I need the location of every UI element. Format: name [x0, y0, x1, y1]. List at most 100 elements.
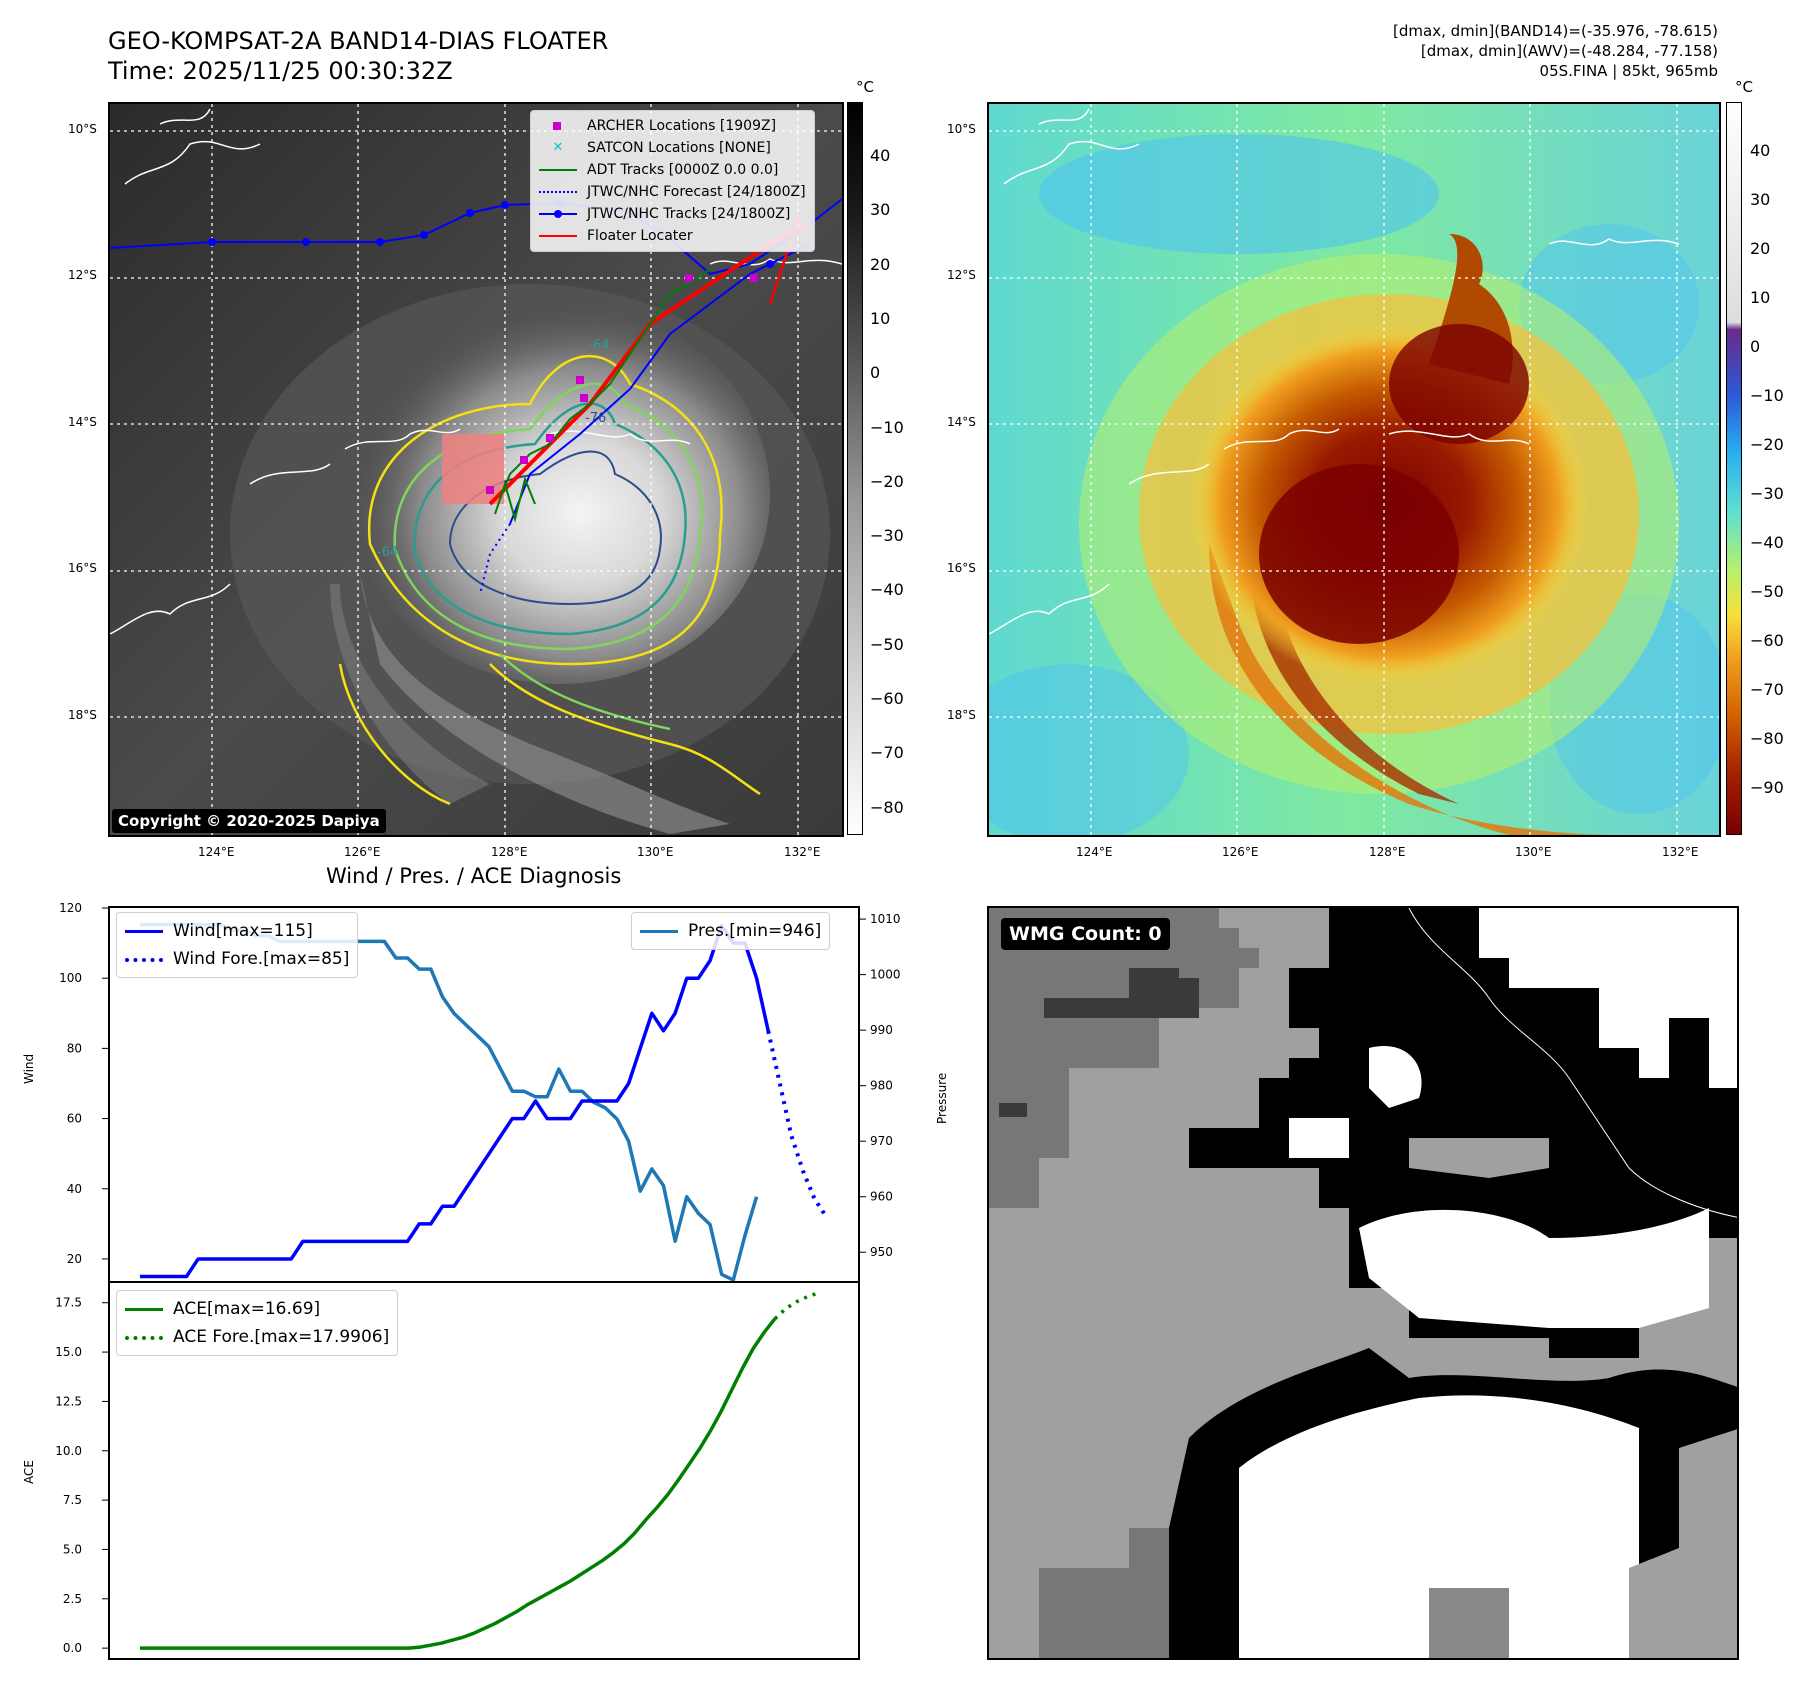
colorbar-tick-label: −50: [870, 634, 904, 654]
legend-item: JTWC/NHC Tracks [24/1800Z]: [537, 203, 806, 225]
colorbar-tick-label: −70: [870, 743, 904, 763]
legend-label: Wind Fore.[max=85]: [173, 949, 350, 969]
contour-label: -76: [585, 411, 606, 426]
lat-label: 12°S: [68, 268, 97, 282]
legend-item: Wind[max=115]: [123, 917, 349, 945]
wind-tick-label: 80: [67, 1041, 82, 1055]
solid-line-icon: [638, 924, 680, 938]
legend-item: ACE Fore.[max=17.9906]: [123, 1323, 389, 1351]
x-marker-icon: ✕: [552, 140, 564, 155]
lat-label: 16°S: [947, 561, 976, 575]
colorbar-tick-label: −40: [870, 580, 904, 600]
lat-label: 10°S: [68, 122, 97, 136]
wmg-image: [989, 908, 1737, 1658]
colorbar-tick-label: −10: [1750, 386, 1784, 405]
colorbar-tick-label: −90: [1750, 778, 1784, 797]
wind-tick-label: 60: [67, 1112, 82, 1126]
solid-line-icon: [123, 1302, 165, 1316]
colorbar-tick-label: −60: [1750, 631, 1784, 650]
pressure-axis-label: Pressure: [935, 1072, 949, 1124]
colorbar-tick-label: −50: [1750, 582, 1784, 601]
wind-axis-label: Wind: [22, 1053, 36, 1084]
colorbar-tick-label: −20: [870, 471, 904, 491]
ace-tick-label: 2.5: [63, 1592, 82, 1606]
ace-tick-label: 10.0: [55, 1444, 82, 1458]
awv-map-panel: [987, 102, 1721, 837]
legend-label: JTWC/NHC Forecast [24/1800Z]: [587, 184, 806, 200]
ace-legend: ACE[max=16.69] ACE Fore.[max=17.9906]: [116, 1290, 399, 1356]
pressure-tick-label: 1000: [870, 968, 901, 982]
legend-label: Floater Locater: [587, 228, 693, 244]
figure-title-line-2: Time: 2025/11/25 00:30:32Z: [108, 57, 453, 85]
colorbar-tick-label: −60: [870, 689, 904, 708]
ace-tick-label: 5.0: [63, 1542, 82, 1556]
colorbar-tick-label: 0: [1750, 337, 1761, 356]
wind-forecast-line: [766, 1030, 829, 1218]
contour-label: -64: [377, 545, 398, 560]
ace-tick-label: 17.5: [55, 1296, 82, 1310]
ir-map-panel: -64 -76 -64 ARCHER Locations [1909Z] ✕ S…: [108, 102, 844, 837]
ace-tick-label: 0.0: [63, 1641, 82, 1655]
ace-line: [140, 1317, 777, 1650]
ace-tick-label: 12.5: [55, 1394, 82, 1408]
colorbar-tick-label: 30: [870, 200, 891, 220]
wind-tick-label: 40: [67, 1182, 82, 1196]
lon-label: 124°E: [198, 845, 235, 859]
pressure-tick-label: 990: [870, 1023, 893, 1037]
wind-tick-label: 100: [59, 971, 82, 985]
colorbar-left: [847, 102, 863, 835]
lon-label: 128°E: [491, 845, 528, 859]
legend-label: Pres.[min=946]: [688, 921, 822, 941]
legend-label: ACE Fore.[max=17.9906]: [173, 1327, 390, 1347]
lon-label: 132°E: [784, 845, 821, 859]
pressure-tick-label: 960: [870, 1190, 893, 1204]
colorbar-tick-label: 40: [1750, 141, 1771, 160]
lat-label: 18°S: [947, 708, 976, 722]
pressure-tick-label: 1010: [870, 912, 901, 926]
legend-item: Wind Fore.[max=85]: [123, 945, 349, 973]
info-line-1: [dmax, dmin](BAND14)=(-35.976, -78.615): [1393, 22, 1718, 40]
lat-label: 14°S: [68, 415, 97, 429]
dotted-line-icon: [537, 185, 579, 199]
info-line-2: [dmax, dmin](AWV)=(-48.284, -77.158): [1420, 42, 1718, 60]
wind-legend: Wind[max=115] Wind Fore.[max=85]: [116, 912, 359, 978]
lat-label: 12°S: [947, 268, 976, 282]
legend-item: ✕ SATCON Locations [NONE]: [537, 137, 806, 159]
ir-map-image: -64 -76 -64: [110, 104, 842, 835]
line-marker-icon: [537, 163, 579, 177]
legend-label: ARCHER Locations [1909Z]: [587, 118, 777, 134]
lat-label: 14°S: [947, 415, 976, 429]
lon-label: 124°E: [1076, 845, 1113, 859]
colorbar-tick-label: 30: [1750, 190, 1771, 209]
map-legend: ARCHER Locations [1909Z] ✕ SATCON Locati…: [530, 110, 815, 252]
colorbar-tick-label: 40: [870, 146, 891, 165]
ace-tick-label: 7.5: [63, 1493, 82, 1507]
colorbar-tick-label: 10: [1750, 288, 1771, 307]
pressure-tick-label: 950: [870, 1245, 893, 1259]
diagnosis-title: Wind / Pres. / ACE Diagnosis: [326, 864, 622, 888]
wind-line: [140, 923, 770, 1279]
lon-label: 128°E: [1369, 845, 1406, 859]
colorbar-tick-label: −40: [1750, 533, 1784, 552]
square-marker-icon: [537, 119, 579, 133]
lon-label: 126°E: [1222, 845, 1259, 859]
pressure-legend: Pres.[min=946]: [631, 912, 831, 950]
lon-label: 130°E: [1515, 845, 1552, 859]
lat-label: 18°S: [68, 708, 97, 722]
ace-panel: [108, 1281, 860, 1660]
legend-label: Wind[max=115]: [173, 921, 313, 941]
contour-label: -64: [588, 338, 609, 353]
wind-tick-label: 20: [67, 1252, 82, 1266]
figure-title-line-1: GEO-KOMPSAT-2A BAND14-DIAS FLOATER: [108, 27, 609, 55]
lat-label: 16°S: [68, 561, 97, 575]
legend-item: ADT Tracks [0000Z 0.0 0.0]: [537, 159, 806, 181]
solid-line-icon: [123, 924, 165, 938]
line-marker-icon: [537, 229, 579, 243]
colorbar-right: [1726, 102, 1742, 835]
wmg-panel: WMG Count: 0: [987, 906, 1739, 1660]
colorbar-tick-label: −30: [870, 526, 904, 546]
legend-item: Floater Locater: [537, 225, 806, 247]
colorbar-tick-label: −70: [1750, 680, 1784, 699]
wind-tick-label: 120: [59, 901, 82, 915]
